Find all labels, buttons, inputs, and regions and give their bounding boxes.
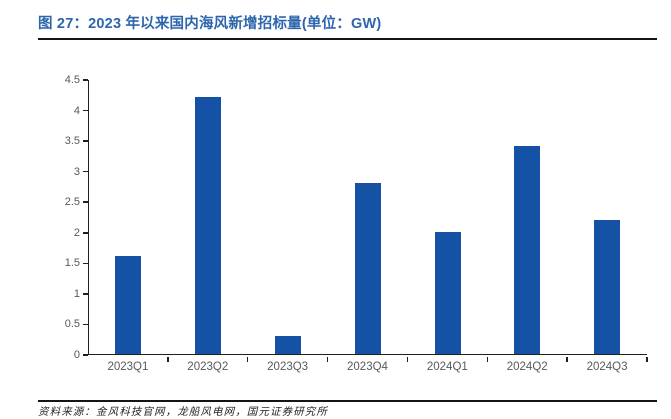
title-rule (38, 38, 657, 41)
bar-2024Q3 (594, 219, 621, 354)
bar-2023Q2 (195, 97, 222, 354)
y-axis-tick-mark (83, 293, 88, 295)
y-axis-tick-label: 3 (73, 165, 80, 178)
x-axis-tick-mark (326, 356, 329, 362)
x-axis-tick-label: 2023Q4 (347, 361, 388, 373)
y-axis-tick-mark (83, 140, 88, 142)
bar-2023Q3 (274, 335, 301, 354)
x-axis-tick-label: 2024Q1 (426, 361, 468, 373)
x-axis-tick-label: 2023Q2 (187, 361, 229, 373)
bar-2023Q1 (115, 256, 142, 354)
y-axis-tick-label: 4 (73, 104, 80, 117)
source-rule (38, 400, 657, 403)
y-axis-tick-mark (83, 232, 88, 234)
y-axis-tick-label: 1 (73, 287, 80, 300)
y-axis-tick-mark (83, 354, 88, 356)
y-axis-tick-label: 1.5 (64, 257, 80, 270)
y-axis-tick-mark (83, 109, 88, 112)
bar-2024Q2 (514, 146, 541, 354)
y-axis-tick-label: 3.5 (64, 135, 80, 148)
x-axis-tick-mark (486, 356, 489, 362)
bar-2024Q1 (434, 231, 461, 354)
x-axis-tick-mark (406, 356, 409, 362)
bar-2023Q4 (354, 182, 381, 354)
y-axis-tick-label: 0 (73, 349, 80, 361)
y-axis-tick-label: 2 (73, 226, 80, 239)
y-axis-tick-mark (83, 170, 88, 173)
y-axis-tick-label: 2.5 (64, 196, 80, 209)
source-note: 资料来源：金风科技官网，龙船风电网，国元证券研究所 (38, 406, 328, 418)
x-axis-tick-mark (246, 356, 249, 362)
x-axis-tick-label: 2023Q3 (267, 361, 309, 373)
x-axis-tick-label: 2023Q1 (107, 361, 149, 373)
plot-area (88, 80, 647, 355)
x-axis-tick-mark (646, 356, 648, 362)
y-axis-tick-mark (83, 79, 88, 81)
x-axis-tick-label: 2024Q2 (506, 361, 548, 373)
y-axis-tick-mark (83, 323, 88, 326)
y-axis-tick-mark (83, 262, 88, 265)
y-axis-tick-label: 4.5 (64, 74, 80, 86)
x-axis-tick-mark (167, 356, 169, 362)
x-axis-tick-label: 2024Q3 (586, 361, 628, 373)
y-axis-tick-label: 0.5 (64, 318, 80, 331)
x-axis-tick-mark (566, 356, 568, 362)
figure-title: 图 27：2023 年以来国内海风新增招标量(单位：GW) (38, 16, 382, 32)
y-axis-tick-mark (83, 201, 88, 203)
